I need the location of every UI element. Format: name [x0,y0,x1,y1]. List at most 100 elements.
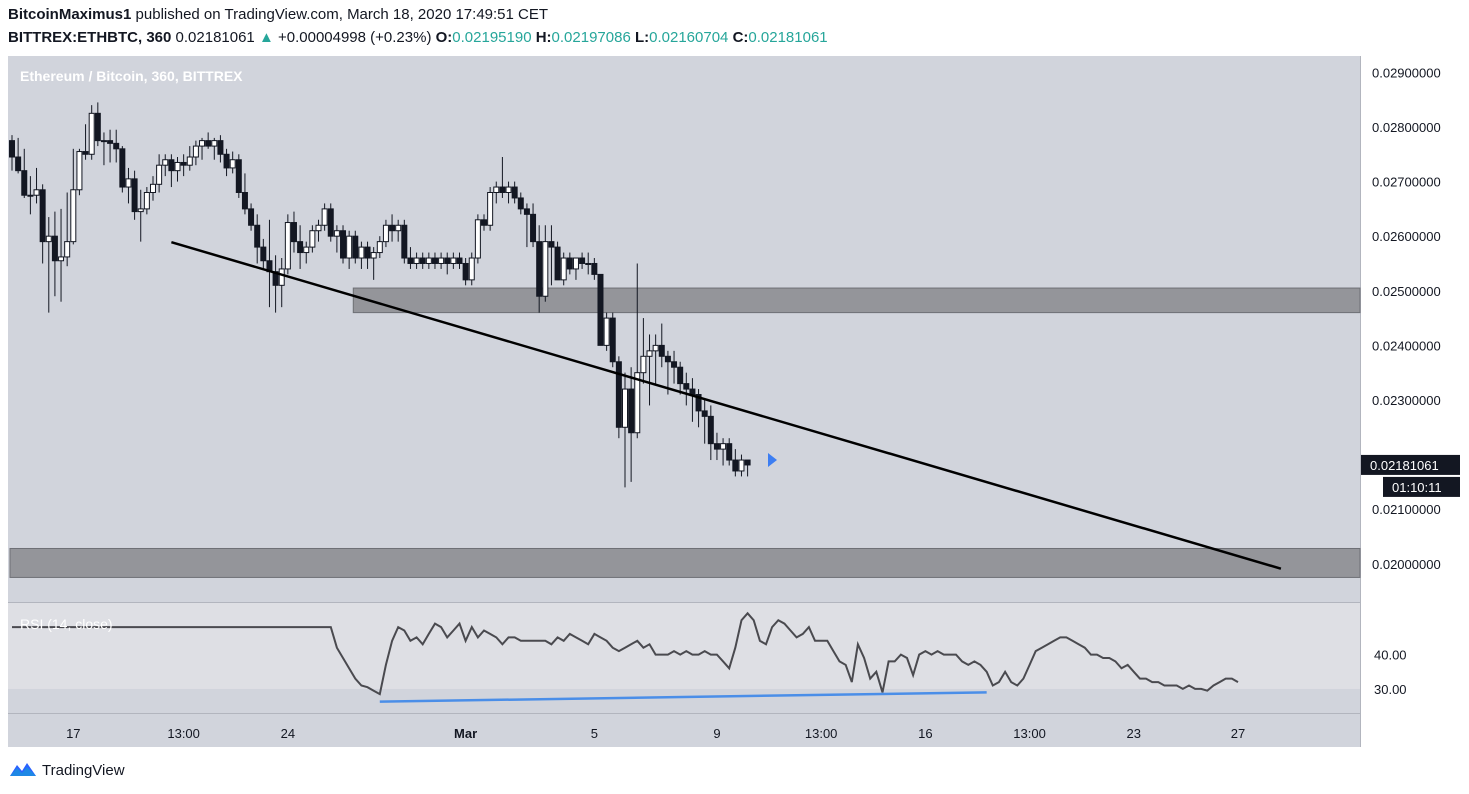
candle-body [474,219,481,259]
candle [407,247,414,269]
candle-body [137,208,144,213]
candle-body [211,140,218,147]
candle-body [548,241,555,248]
candle-body [229,159,236,169]
candle [425,252,432,269]
candle [180,154,187,177]
rsi-legend: RSI (14, close) [20,616,113,632]
candle-body [554,246,561,281]
candle-body [70,189,77,243]
candle [677,361,684,395]
footer: TradingView [8,761,125,779]
last-price-tag-text: 0.02181061 [1370,458,1439,473]
candle-body [21,170,28,196]
candle-body [517,197,524,210]
candle-body [523,208,530,215]
candle [720,438,727,466]
candle [738,454,745,477]
rsi-band [8,603,1360,689]
candle-body [695,394,702,412]
candle-body [726,443,733,461]
candle-body [505,186,512,193]
candle-body [401,224,408,259]
candle-body [542,241,549,297]
time-axis-tick: 17 [66,726,80,741]
candle-body [82,151,89,155]
candle-body [425,257,432,264]
candle [401,219,408,264]
candle-body [493,186,500,193]
candle [137,189,144,242]
tradingview-logo-icon [10,763,36,776]
candle-body [235,159,242,194]
candle [444,252,451,275]
candle-body [94,112,101,142]
candle-body [628,388,635,434]
candle-body [64,241,71,258]
candle [585,252,592,275]
candle-body [609,317,616,363]
candle-body [603,317,610,346]
price-axis-tick: 0.02400000 [1372,338,1441,353]
candle [340,225,347,264]
candle-body [321,208,328,226]
candle [382,219,389,248]
candle [297,225,304,269]
candle [554,241,561,281]
candle [278,258,285,308]
close-value: 0.02181061 [748,29,828,46]
candle-body [444,257,451,264]
play-marker-icon[interactable] [768,453,777,467]
chart-legend: Ethereum / Bitcoin, 360, BITTREX [20,68,243,84]
candle [579,252,586,269]
published-text: published on TradingView.com, March 18, … [131,6,549,23]
candle [695,389,702,428]
footer-brand[interactable]: TradingView [42,761,125,779]
change-up-icon: ▲ [258,29,274,46]
time-axis-tick: 27 [1231,726,1245,741]
candle-body [327,208,334,237]
candle [523,203,530,248]
candle [499,157,506,198]
candle [192,140,199,166]
candle [70,148,77,245]
candle-body [395,224,402,232]
low-label: L: [634,29,650,46]
candle [248,203,255,231]
candle-body [438,257,445,264]
candle [352,230,359,264]
time-axis-tick: 13:00 [1013,726,1046,741]
rsi-axis-tick: 30.00 [1374,682,1407,697]
rsi-axis-tick: 40.00 [1374,648,1407,663]
candle [726,438,733,466]
candle [119,146,126,193]
author-name[interactable]: BitcoinMaximus1 [8,6,132,23]
candle [732,449,739,477]
candle-body [217,140,224,155]
time-axis-tick: Mar [454,726,477,741]
candle-body [431,257,438,264]
candle [658,323,665,368]
candle-body [560,257,567,281]
price-change: +0.00004998 (+0.23%) [277,29,432,46]
price-axis-tick: 0.02000000 [1372,557,1441,572]
candle [456,252,463,269]
candle-body [131,178,138,213]
candle-body [88,112,95,155]
candle [346,230,353,269]
price-pane-background [8,56,1360,602]
candle [186,146,193,171]
candle-body [352,235,359,259]
candle [82,124,89,160]
candle-body [364,246,371,259]
candle-body [9,140,15,158]
time-axis-background [8,713,1360,747]
candle [591,258,598,280]
candle [713,432,720,461]
candle [211,137,218,160]
time-axis-tick: 23 [1127,726,1141,741]
candle-body [192,145,199,158]
candle-body [413,257,420,264]
candle [517,192,524,215]
